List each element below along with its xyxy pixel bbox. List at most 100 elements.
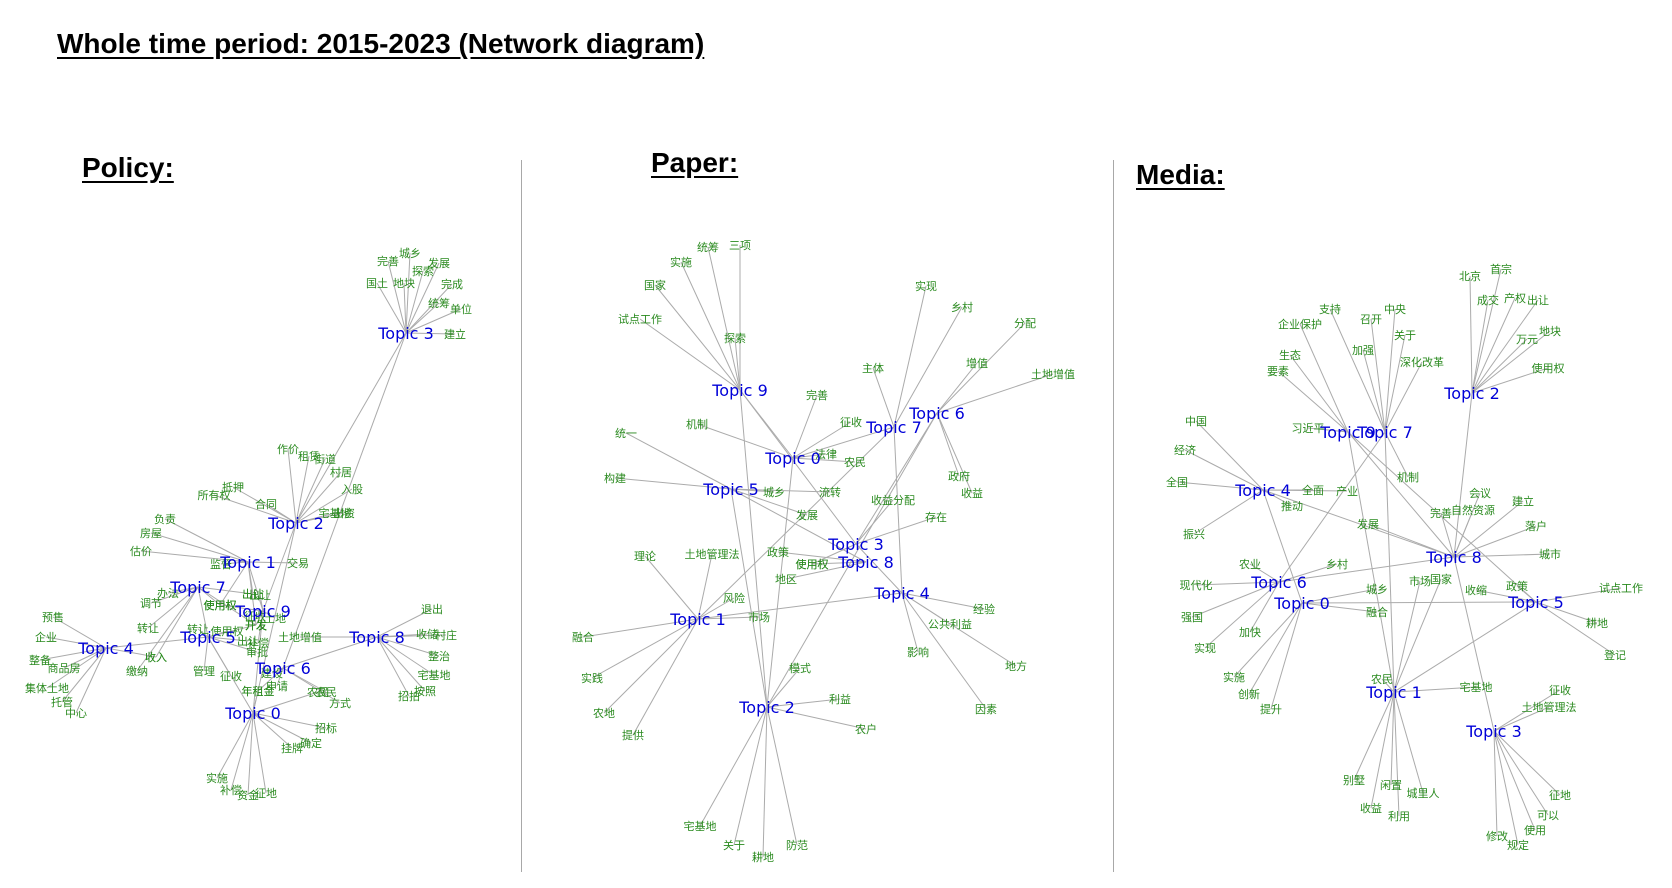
paper-word-node: 实践 [581, 671, 603, 685]
policy-edge-topic-9-word [259, 594, 264, 612]
paper-word-node: 机制 [686, 417, 708, 431]
paper-edge-topic-7-word [893, 285, 927, 428]
paper-edge-topic-4-word [901, 592, 987, 710]
policy-edge-topic-9-word [262, 610, 276, 619]
paper-word-node: 地区 [775, 573, 797, 586]
paper-word-node: 城乡 [763, 486, 785, 499]
media-word-node: 自然资源 [1451, 503, 1495, 517]
policy-edge-topic-3-word [387, 260, 407, 334]
paper-edge-topic-1-word [591, 618, 699, 679]
policy-edge-topic-3-word [405, 262, 440, 334]
paper-edge-topic-0-word [696, 423, 794, 459]
policy-edge-topic-7-topic-5 [197, 586, 209, 638]
policy-topic-node-topic-0: Topic 0 [224, 704, 281, 723]
media-edge-topic-3-word [1493, 730, 1536, 831]
policy-word-node: 街道 [314, 452, 336, 466]
policy-edge-topic-8-word [376, 636, 435, 676]
policy-word-node: 开发 [245, 618, 267, 632]
media-word-node: 建立 [1512, 494, 1534, 508]
policy-word-node: 补偿 [220, 783, 242, 797]
media-edge-topic-2-word [1471, 268, 1502, 394]
media-word-node: 国家 [1430, 572, 1452, 586]
media-edge-topic-9-word [1299, 323, 1349, 433]
policy-edge-topic-7-word [197, 586, 254, 595]
policy-word-node: 开发 [245, 618, 267, 632]
policy-edge-topic-3-word [405, 283, 453, 334]
policy-edge-topic-3-word [403, 282, 407, 334]
media-word-node: 落户 [1525, 519, 1547, 533]
policy-edge-topic-1-word [220, 561, 249, 565]
policy-edge-topic-1-topic-9 [247, 561, 264, 612]
policy-word-node: 宅基地 [319, 506, 352, 520]
paper-edge-topic-9-topic-3 [739, 389, 857, 545]
media-word-node: 产业 [1336, 484, 1358, 498]
media-word-node: 使用权 [1532, 362, 1565, 375]
paper-word-node: 防范 [786, 838, 808, 852]
policy-edge-topic-0-word [252, 712, 293, 749]
policy-word-node: 审批 [246, 645, 268, 659]
media-word-node: 实施 [1223, 670, 1245, 684]
paper-edge-topic-5-word [625, 432, 732, 490]
policy-topic-node-topic-9: Topic 9 [234, 602, 291, 621]
policy-word-node: 征地 [255, 787, 277, 800]
paper-word-node: 乡村 [951, 300, 973, 314]
policy-edge-topic-7-word [147, 586, 199, 629]
media-word-node: 企业保护 [1278, 317, 1322, 331]
paper-edge-topic-0-topic-2 [766, 457, 794, 708]
paper-edge-topic-2-word [766, 706, 798, 846]
media-edge-topic-2-word [1471, 299, 1539, 394]
policy-word-node: 使用权 [211, 625, 244, 638]
media-edge-topic-0-word [1270, 602, 1303, 710]
media-word-node: 生态 [1279, 348, 1301, 362]
paper-word-node: 探索 [724, 331, 746, 345]
policy-edge-topic-5-word [207, 624, 257, 638]
paper-edge-topic-3-word [855, 516, 937, 545]
policy-edge-topic-3-word [405, 252, 411, 334]
media-edge-topic-1-word [1381, 678, 1395, 693]
paper-word-node: 因素 [975, 703, 997, 716]
policy-word-node: 按照 [414, 684, 436, 698]
media-word-node: 经济 [1174, 443, 1196, 457]
policy-topic-node-topic-8: Topic 8 [348, 628, 405, 647]
media-word-node: 政策 [1506, 579, 1528, 593]
policy-word-node: 抵押 [222, 480, 244, 494]
policy-edge-topic-0-word [252, 712, 327, 729]
paper-word-node: 公共利益 [928, 617, 972, 631]
paper-word-node: 农地 [593, 706, 615, 720]
policy-word-node: 出资 [333, 506, 355, 520]
paper-edge-topic-7-topic-1 [697, 426, 895, 620]
media-edge-topic-1-word [1353, 691, 1395, 781]
media-edge-topic-5-word [1535, 587, 1622, 603]
media-edge-topic-2-word [1469, 275, 1473, 394]
paper-word-node: 经验 [973, 602, 995, 616]
media-word-node: 出让 [1527, 293, 1549, 307]
policy-edge-topic-6-word [271, 667, 284, 674]
paper-edge-topic-2-word [733, 706, 768, 846]
policy-edge-topic-4-word [75, 647, 107, 714]
paper-word-node: 法律 [815, 447, 837, 461]
media-word-node: 深化改革 [1400, 355, 1444, 369]
media-word-node: 机制 [1397, 470, 1419, 484]
media-edge-topic-4-word [1262, 489, 1293, 507]
policy-edge-topic-5-word [207, 636, 258, 653]
media-topic-node-topic-9: Topic 9 [1319, 423, 1376, 442]
paper-word-node: 耕地 [752, 850, 774, 864]
paper-word-node: 关于 [723, 838, 745, 852]
policy-edge-topic-2-word [295, 512, 336, 524]
policy-edge-topic-6-word [276, 667, 284, 687]
policy-edge-topic-6-word [257, 667, 284, 692]
paper-edge-topic-3-topic-4 [855, 543, 903, 594]
media-word-node: 融合 [1366, 605, 1388, 619]
divider-right [1113, 160, 1114, 872]
policy-word-node: 年租金 [242, 684, 275, 698]
media-edge-topic-1-word [1393, 580, 1421, 693]
policy-word-node: 村庄 [435, 628, 457, 642]
policy-word-node: 建设 [261, 666, 283, 680]
media-word-node: 关于 [1394, 328, 1416, 342]
policy-word-node: 开发 [245, 618, 267, 632]
paper-word-node: 宅基地 [684, 819, 717, 833]
policy-edge-topic-9-word [254, 610, 264, 617]
paper-word-node: 发展 [796, 508, 818, 522]
paper-edge-topic-9-word [734, 337, 741, 391]
media-edge-topic-2-word [1471, 330, 1551, 394]
